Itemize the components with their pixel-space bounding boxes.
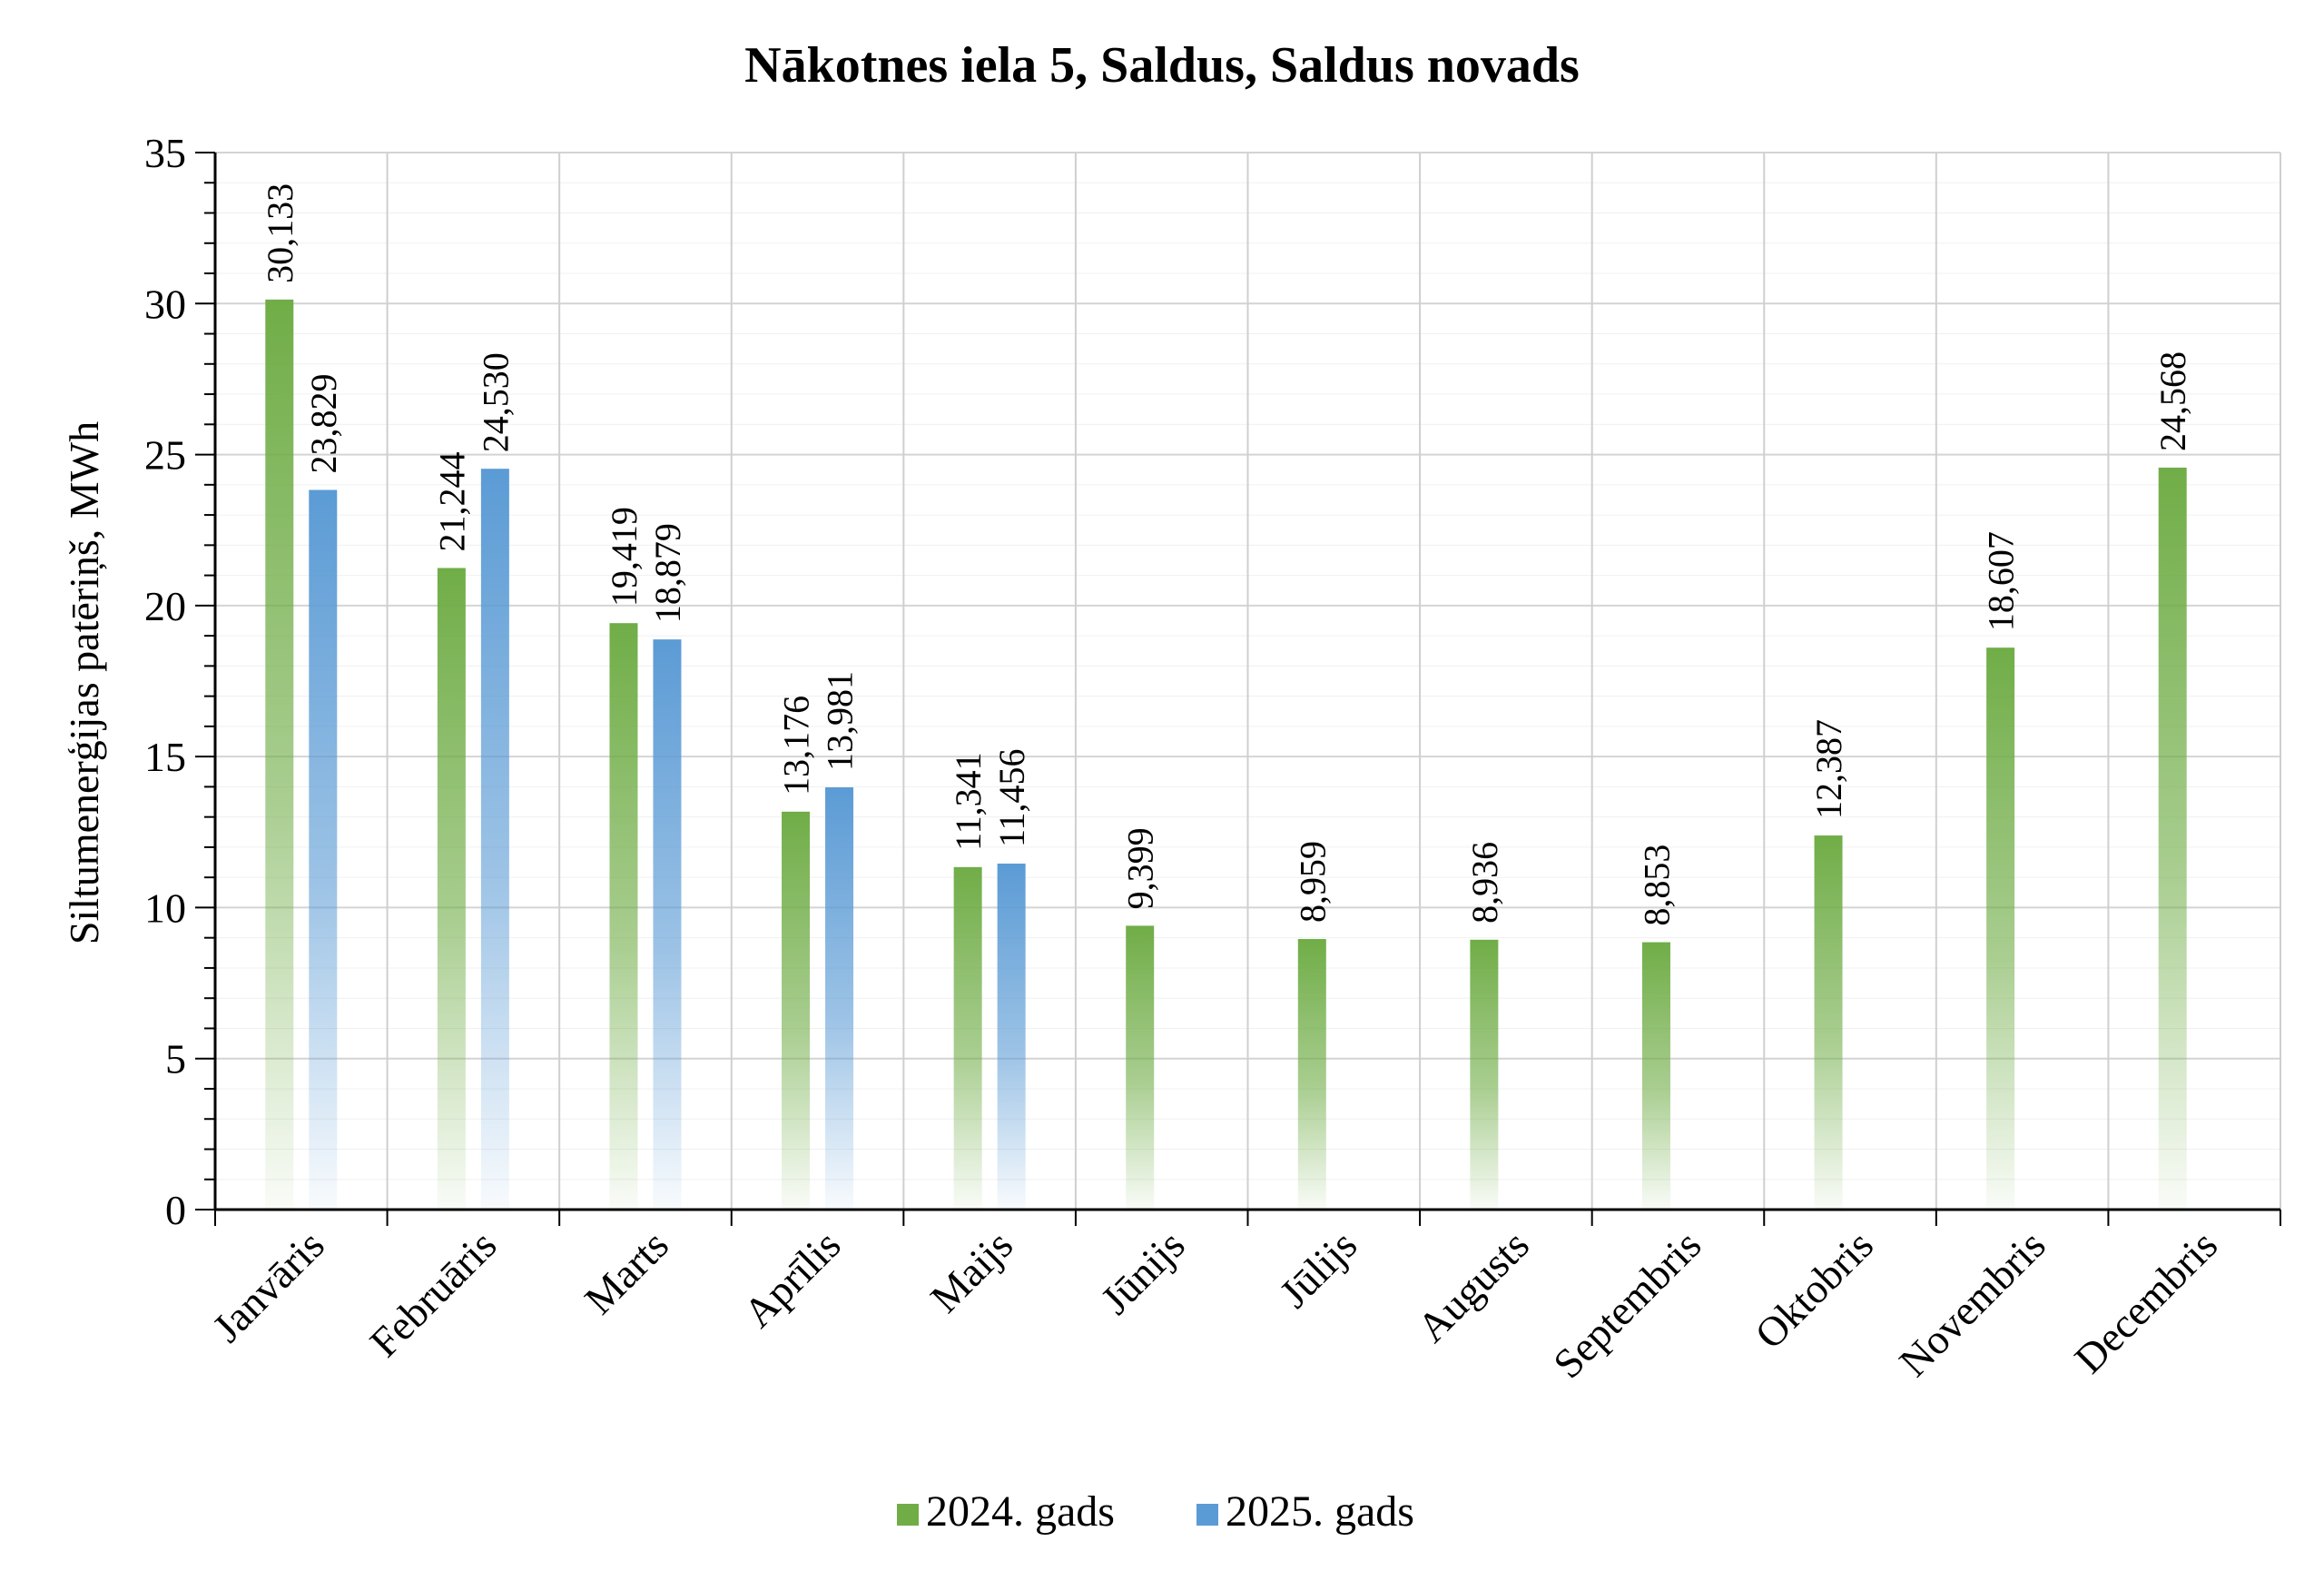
x-tick-label: Aprīlis — [734, 1221, 849, 1336]
legend-label: 2024. gads — [926, 1487, 1115, 1536]
data-label: 21,244 — [431, 451, 472, 551]
y-tick-label: 0 — [165, 1187, 186, 1233]
bar-series1-1 — [437, 568, 466, 1210]
legend-swatch — [1196, 1504, 1218, 1526]
bar-series1-2 — [609, 623, 638, 1210]
bar-series1-6 — [1297, 939, 1326, 1210]
x-tick-label: Septembris — [1544, 1221, 1709, 1387]
y-tick-label: 15 — [144, 734, 186, 780]
data-label: 24,530 — [475, 352, 516, 452]
x-tick-label: Marts — [576, 1221, 677, 1323]
bar-series1-0 — [265, 299, 294, 1210]
data-label: 11,456 — [991, 748, 1032, 847]
x-tick-label: Jūnijs — [1092, 1221, 1194, 1323]
legend-swatch — [897, 1504, 919, 1526]
bar-series2-0 — [309, 489, 338, 1210]
bar-series2-3 — [825, 787, 854, 1210]
data-label: 8,853 — [1636, 845, 1677, 926]
data-label: 18,879 — [647, 523, 688, 623]
chart-title: Nākotnes iela 5, Saldus, Saldus novads — [744, 37, 1580, 94]
x-tick-label: Novembris — [1890, 1221, 2054, 1386]
bar-series1-8 — [1641, 942, 1670, 1210]
legend-item: 2024. gads — [897, 1487, 1115, 1536]
bar-series1-11 — [2158, 467, 2187, 1210]
data-label: 8,959 — [1292, 841, 1333, 923]
x-tick-label: Decembris — [2065, 1221, 2226, 1382]
x-tick-label: Februāris — [361, 1221, 506, 1366]
bar-series1-10 — [1986, 647, 2015, 1210]
data-label: 9,399 — [1120, 827, 1161, 909]
bar-series1-7 — [1470, 939, 1499, 1210]
bar-series2-4 — [997, 864, 1026, 1210]
bar-series1-5 — [1126, 925, 1155, 1210]
x-tick-label: Oktobris — [1746, 1221, 1882, 1358]
data-label: 18,607 — [1981, 531, 2022, 631]
data-label: 8,936 — [1464, 842, 1505, 924]
y-tick-label: 25 — [144, 432, 186, 479]
y-tick-label: 20 — [144, 583, 186, 629]
y-tick-label: 30 — [144, 281, 186, 327]
data-label: 11,341 — [948, 752, 989, 851]
data-label: 13,981 — [820, 671, 861, 771]
y-tick-label: 10 — [144, 884, 186, 931]
x-tick-label: Jūlijs — [1271, 1221, 1366, 1317]
y-tick-label: 5 — [165, 1036, 186, 1082]
data-label: 24,568 — [2152, 351, 2193, 451]
bar-series1-3 — [782, 811, 811, 1210]
bar-series2-1 — [480, 469, 509, 1210]
legend: 2024. gads 2025. gads — [897, 1487, 1414, 1536]
data-label: 13,176 — [776, 696, 817, 795]
x-tick-label: Janvāris — [203, 1221, 333, 1351]
bar-series2-2 — [653, 639, 682, 1210]
bars — [265, 299, 2187, 1210]
bar-series1-4 — [953, 866, 982, 1210]
data-label: 23,829 — [303, 374, 344, 474]
y-tick-label: 35 — [144, 130, 186, 176]
legend-label: 2025. gads — [1226, 1487, 1414, 1536]
data-label: 19,419 — [604, 507, 645, 607]
x-tick-label: Maijs — [921, 1221, 1021, 1321]
data-label: 12,387 — [1808, 719, 1849, 819]
x-tick-label: Augusts — [1408, 1221, 1538, 1351]
y-axis-label: Siltumenerģijas patēriņš, MWh — [61, 421, 107, 944]
bar-series1-9 — [1814, 835, 1843, 1210]
legend-item: 2025. gads — [1196, 1487, 1414, 1536]
data-label: 30,133 — [260, 183, 300, 283]
grid — [215, 152, 2281, 1210]
